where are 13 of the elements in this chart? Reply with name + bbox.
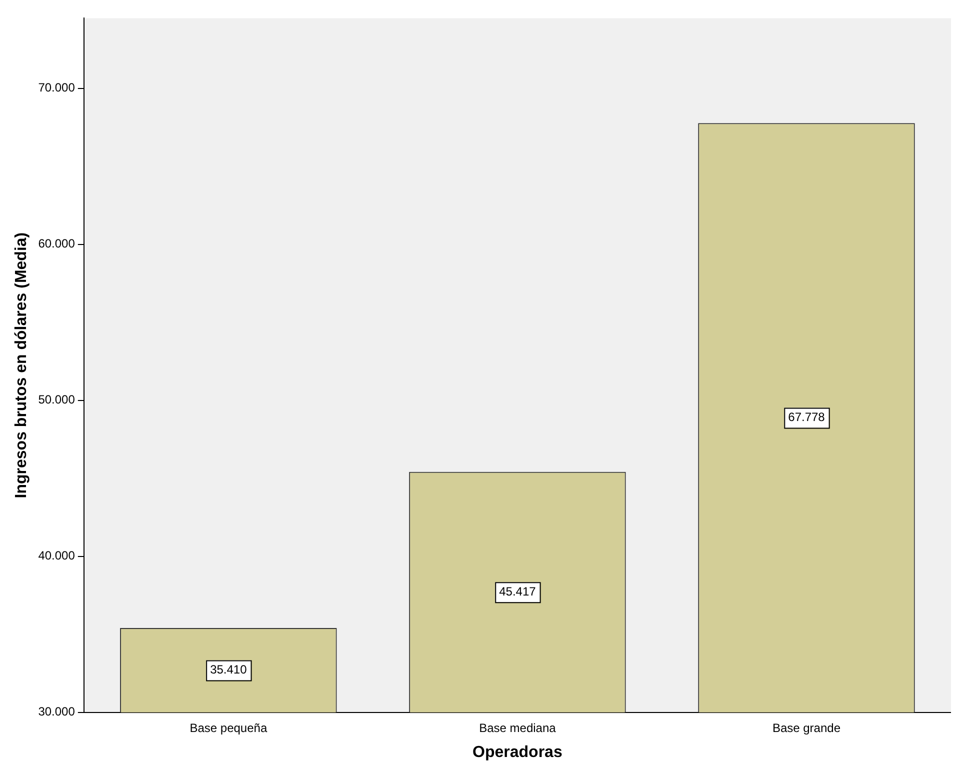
x-tick-label: Base mediana <box>479 720 556 735</box>
data-label: 67.778 <box>788 410 826 424</box>
y-tick-label: 40.000 <box>38 548 76 563</box>
y-tick-label: 30.000 <box>38 704 76 719</box>
data-label: 45.417 <box>499 584 536 598</box>
x-tick-label: Base grande <box>772 720 841 735</box>
y-tick-label: 60.000 <box>38 236 76 251</box>
y-tick-label: 70.000 <box>38 80 76 95</box>
x-axis-title: Operadoras <box>472 744 562 761</box>
y-axis-title: Ingresos brutos en dólares (Media) <box>13 232 30 498</box>
x-tick-label: Base pequeña <box>190 720 268 735</box>
data-label: 35.410 <box>210 662 248 677</box>
y-tick-label: 50.000 <box>38 392 76 407</box>
